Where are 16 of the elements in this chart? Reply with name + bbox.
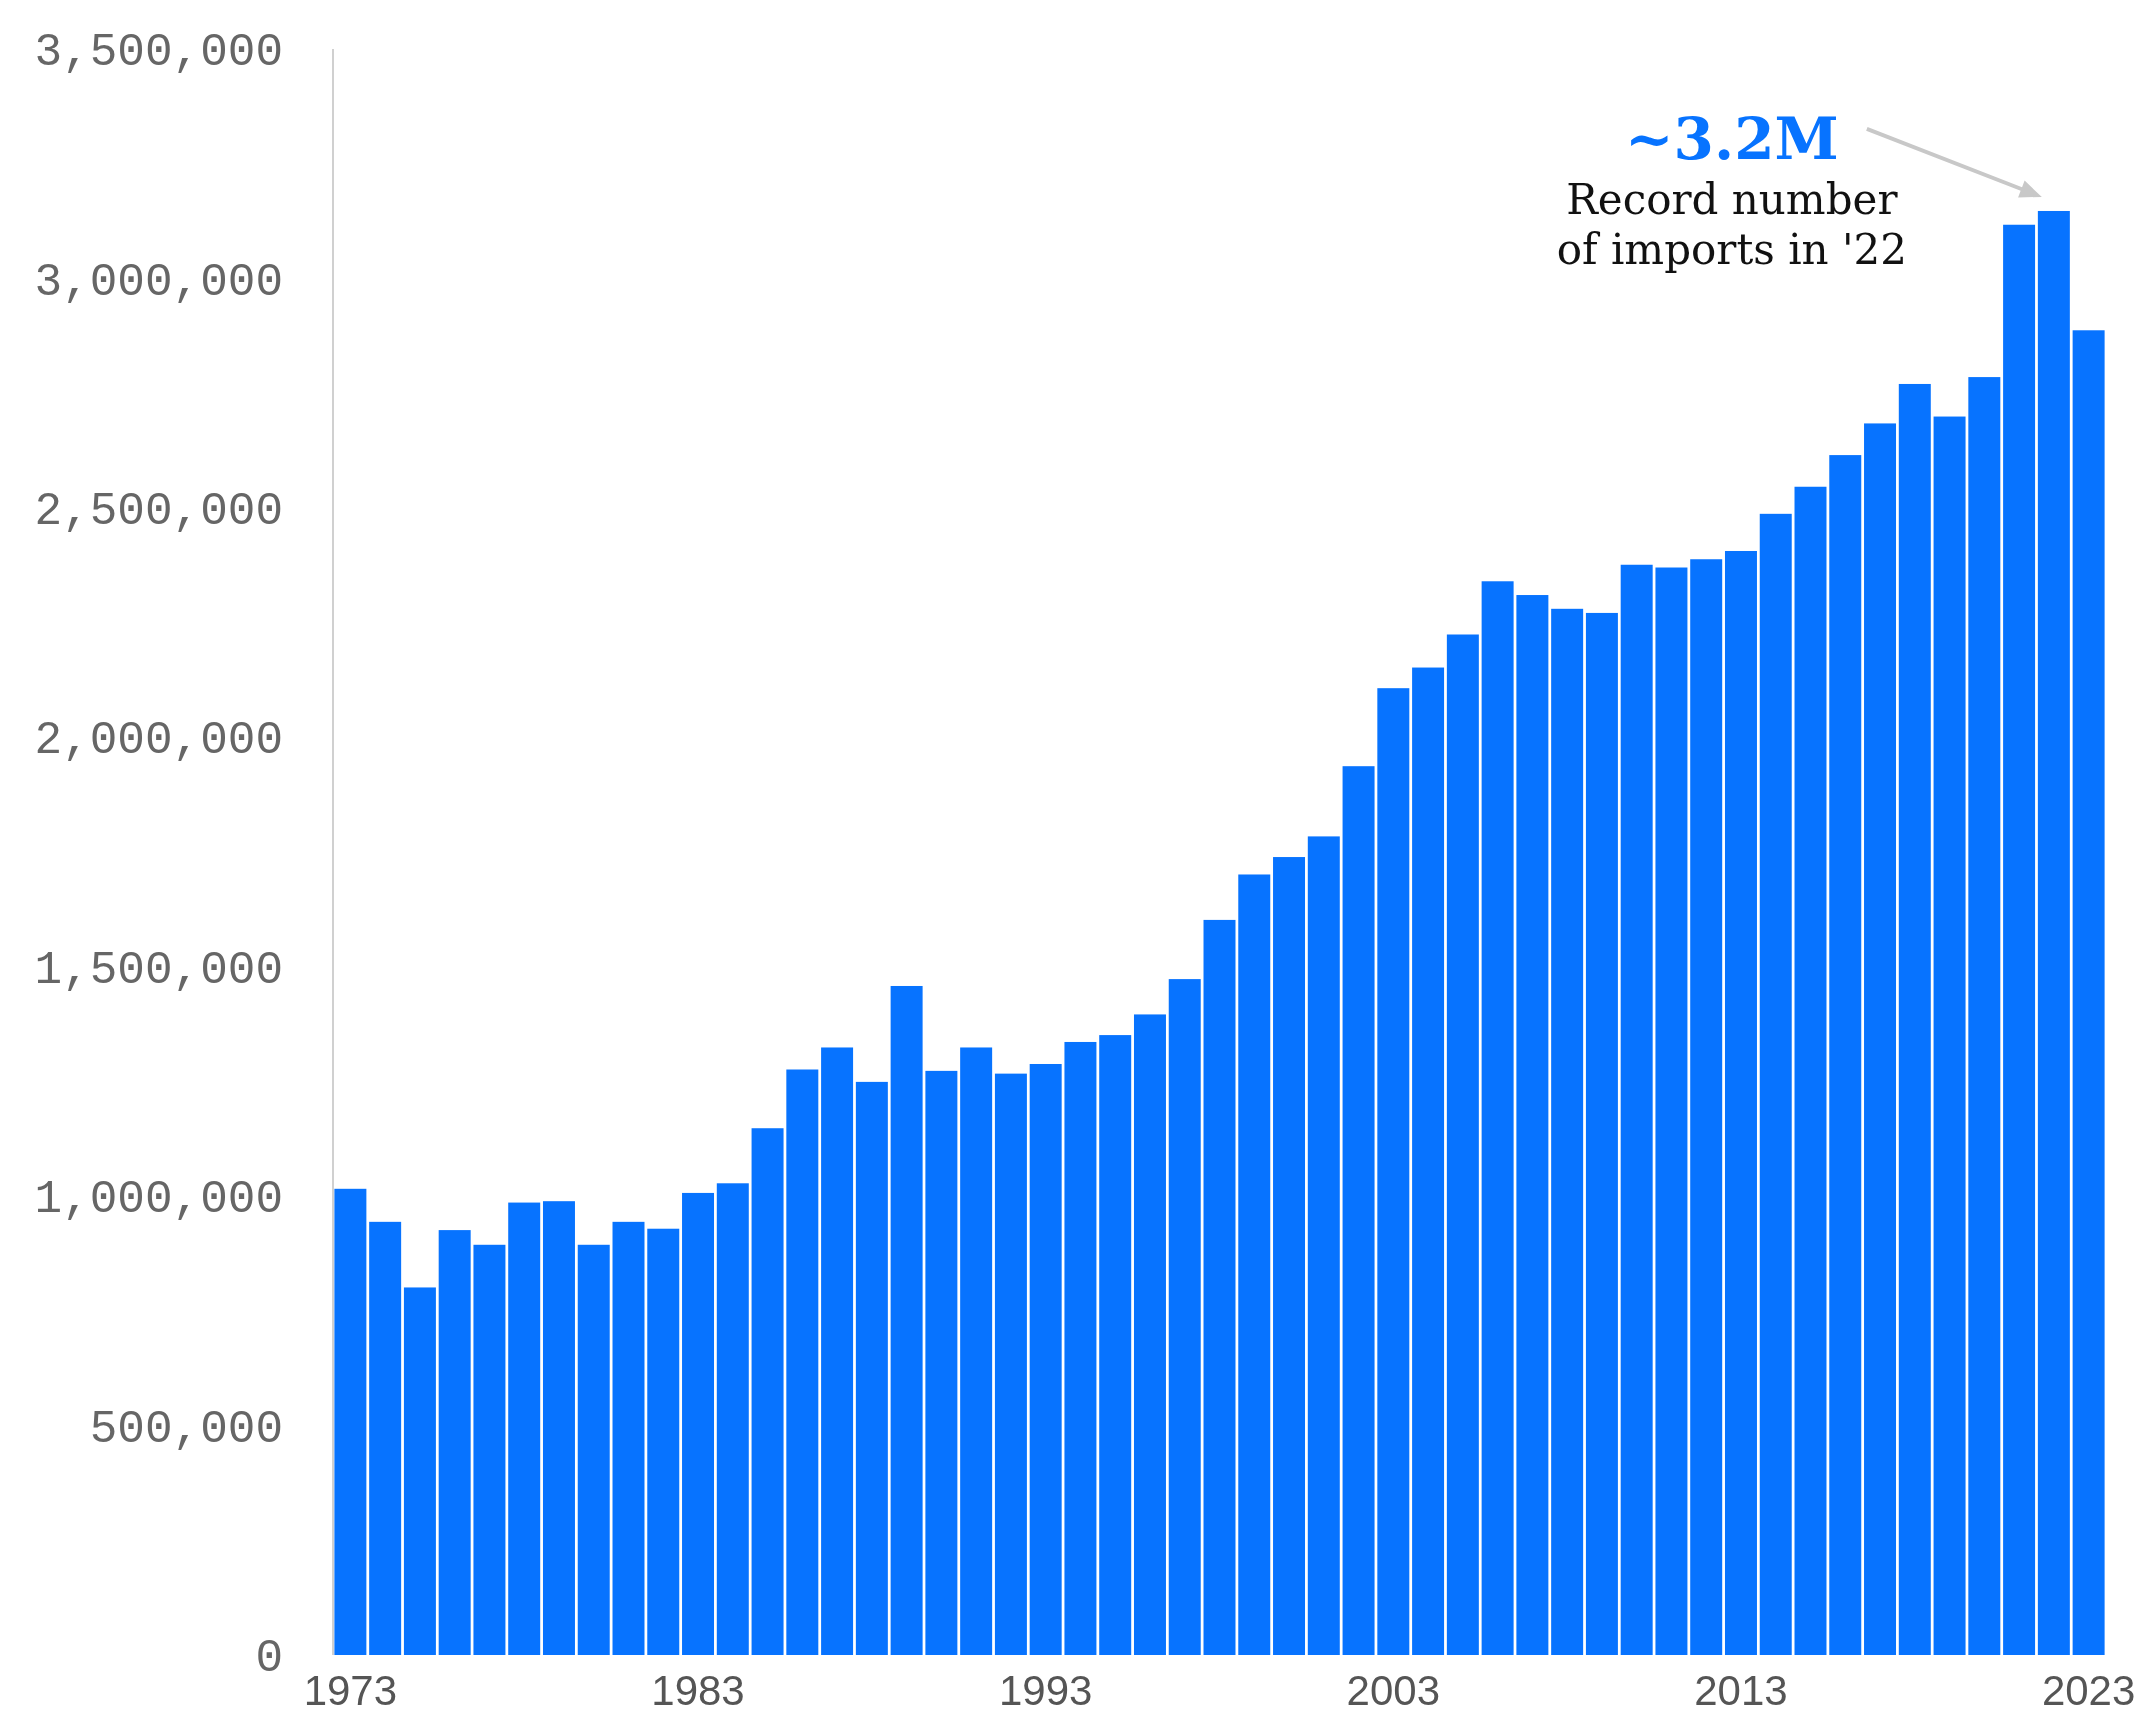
x-tick-label: 2013 (1694, 1667, 1788, 1714)
y-tick-label: 2,500,000 (34, 485, 283, 538)
y-tick-label: 0 (255, 1633, 283, 1686)
y-tick-label: 1,000,000 (34, 1174, 283, 1227)
y-tick-label: 3,500,000 (34, 27, 283, 80)
y-tick-label: 1,500,000 (34, 944, 283, 997)
x-tick-label: 2003 (1346, 1667, 1441, 1714)
x-tick-label: 2023 (2041, 1667, 2136, 1714)
x-tick-label: 1983 (651, 1667, 745, 1714)
x-tick-label: 1993 (998, 1667, 1093, 1714)
annotation: ~3.2M (1624, 104, 1839, 173)
y-tick-label: 500,000 (89, 1403, 283, 1456)
annotation: Record number of imports in '22 (1556, 174, 1907, 274)
y-tick-label: 2,000,000 (34, 715, 283, 768)
y-tick-label: 3,000,000 (34, 256, 283, 309)
x-tick-label: 1973 (303, 1667, 398, 1714)
